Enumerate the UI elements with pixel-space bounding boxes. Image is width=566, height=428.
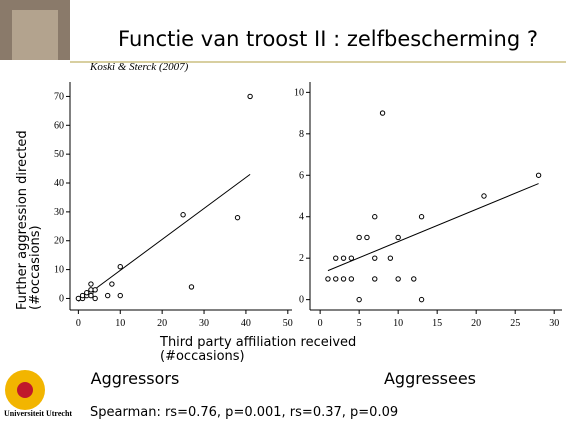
y-tick-label: 20 — [54, 236, 64, 247]
y-tick-label: 10 — [54, 265, 64, 276]
point — [117, 264, 123, 270]
point — [372, 276, 378, 282]
group-label: Aggressors — [91, 369, 180, 388]
y-tick-label: 60 — [54, 120, 64, 131]
point — [348, 276, 355, 282]
logo-center — [17, 382, 33, 398]
point — [188, 284, 195, 290]
point — [356, 296, 362, 303]
x-tick-label: 20 — [471, 318, 481, 329]
x-tick-label: 50 — [283, 318, 293, 329]
point — [109, 281, 115, 287]
y-tick-label: 0 — [59, 293, 64, 304]
stats-text: Spearman: rs=0.76, p=0.001, rs=0.37, p=0… — [90, 405, 398, 420]
point — [535, 172, 542, 178]
y-tick-label: 40 — [54, 178, 64, 189]
y-tick-label: 8 — [299, 129, 304, 140]
y-tick-label: 4 — [299, 212, 304, 223]
x-tick-label: 10 — [115, 318, 125, 329]
x-tick-label: 20 — [157, 318, 167, 329]
trend-line — [327, 183, 539, 272]
point — [247, 93, 253, 100]
x-tick-label: 5 — [357, 318, 362, 329]
point — [348, 255, 355, 261]
point — [92, 287, 98, 293]
point — [180, 212, 186, 218]
x-axis-label: Third party affiliation received (#occasi… — [159, 335, 356, 364]
x-tick-label: 30 — [549, 318, 559, 329]
point — [333, 255, 339, 261]
point — [418, 296, 425, 303]
trend-line — [78, 173, 251, 302]
x-tick-label: 0 — [318, 318, 323, 329]
x-tick-label: 10 — [393, 318, 403, 329]
y-tick-label: 50 — [54, 149, 64, 160]
y-tick-label: 6 — [299, 170, 304, 181]
y-tick-label: 2 — [299, 253, 304, 264]
point — [418, 214, 425, 220]
x-tick-label: 0 — [76, 318, 81, 329]
tower-detail — [12, 10, 58, 60]
point — [88, 281, 94, 287]
logo-text: Universiteit Utrecht — [4, 409, 72, 418]
point — [340, 276, 347, 282]
point — [481, 193, 487, 199]
point — [372, 255, 378, 261]
x-tick-label: 15 — [432, 318, 442, 329]
y-tick-label: 30 — [54, 207, 64, 218]
x-tick-label: 30 — [199, 318, 209, 329]
point — [395, 276, 401, 282]
point — [387, 255, 394, 261]
y-tick-label: 10 — [294, 87, 304, 98]
point — [395, 234, 401, 241]
y-tick-label: 0 — [299, 295, 304, 306]
point — [340, 255, 347, 261]
point — [325, 276, 331, 282]
y-tick-label: 70 — [54, 91, 64, 102]
point — [104, 292, 111, 299]
point — [117, 292, 123, 299]
x-tick-label: 25 — [510, 318, 520, 329]
point — [356, 234, 362, 241]
point — [364, 234, 370, 241]
citation: Koski & Sterck (2007) — [89, 61, 189, 73]
point — [411, 276, 417, 282]
point — [234, 214, 241, 221]
point — [372, 214, 378, 220]
slide-title: Functie van troost II : zelfbescherming … — [118, 27, 538, 51]
point — [333, 276, 339, 282]
point — [92, 295, 98, 302]
y-axis-label: Further aggression directed(#occasions) — [15, 130, 43, 310]
point — [379, 110, 386, 116]
group-label: Aggressees — [384, 369, 476, 388]
point — [88, 292, 94, 299]
x-tick-label: 40 — [241, 318, 251, 329]
